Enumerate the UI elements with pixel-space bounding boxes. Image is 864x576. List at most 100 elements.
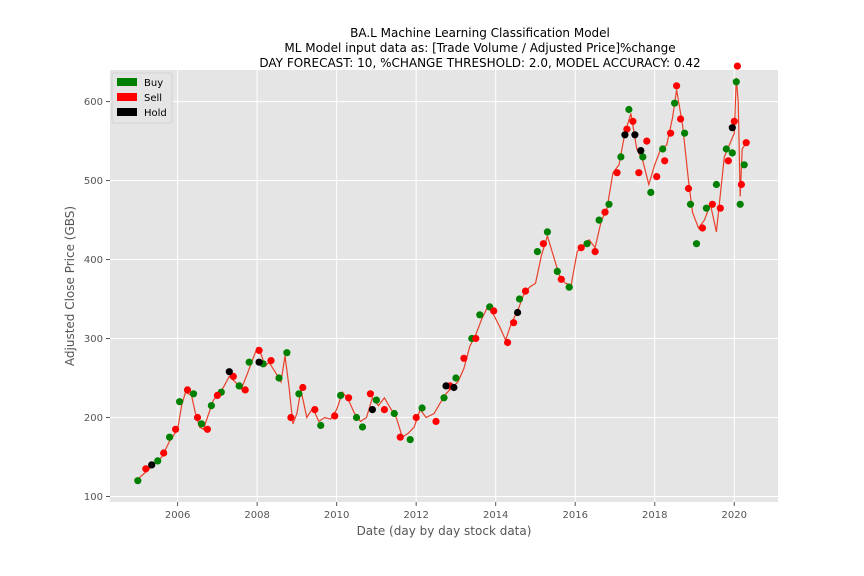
sell-point xyxy=(396,433,404,441)
buy-point xyxy=(565,283,573,291)
buy-point xyxy=(702,204,711,212)
sell-point xyxy=(380,406,388,414)
y-tick-label: 100 xyxy=(84,492,103,503)
legend-label-sell: Sell xyxy=(144,93,162,104)
y-tick-label: 600 xyxy=(84,97,103,108)
buy-point xyxy=(728,149,736,157)
legend-swatch-sell xyxy=(117,93,137,101)
sell-point xyxy=(539,240,548,248)
sell-point xyxy=(142,465,150,473)
sell-point xyxy=(684,184,693,193)
buy-point xyxy=(659,145,667,153)
legend-label-hold: Hold xyxy=(144,108,167,119)
buy-point xyxy=(406,436,414,444)
buy-point xyxy=(722,145,730,153)
sell-point xyxy=(267,357,275,365)
hold-point xyxy=(442,382,450,390)
legend-swatch-hold xyxy=(117,108,137,116)
sell-point xyxy=(635,169,643,177)
sell-point xyxy=(287,413,295,422)
x-tick-label: 2010 xyxy=(324,510,349,521)
sell-point xyxy=(653,173,661,181)
buy-point xyxy=(740,161,748,169)
sell-point xyxy=(730,117,738,125)
legend: Buy Sell Hold xyxy=(111,72,173,124)
y-tick-label: 300 xyxy=(84,334,103,345)
buy-point xyxy=(352,413,361,422)
buy-point xyxy=(476,311,484,319)
sell-point xyxy=(509,319,518,327)
buy-point xyxy=(176,398,184,406)
legend-label-buy: Buy xyxy=(144,78,163,89)
legend-swatch-buy xyxy=(117,78,137,86)
buy-point xyxy=(245,358,253,366)
sell-point xyxy=(742,139,750,147)
sell-point xyxy=(677,115,685,123)
sell-point xyxy=(472,334,480,343)
buy-point xyxy=(283,349,291,357)
sell-point xyxy=(673,82,681,90)
sell-point xyxy=(667,129,675,137)
hold-point xyxy=(728,124,736,132)
sell-point xyxy=(255,346,263,354)
x-tick-label: 2014 xyxy=(483,510,508,521)
buy-point xyxy=(553,267,561,275)
x-axis: 2006 2008 2010 2012 2014 2016 2018 2020 xyxy=(165,502,747,521)
buy-point xyxy=(692,240,701,248)
chart-title: BA.L Machine Learning Classification Mod… xyxy=(259,26,700,70)
buy-point xyxy=(605,200,613,208)
y-axis-label: Adjusted Close Price (GBS) xyxy=(63,206,77,366)
hold-point xyxy=(514,308,522,317)
x-tick-label: 2006 xyxy=(165,510,190,521)
buy-point xyxy=(390,409,398,418)
hold-point xyxy=(225,368,233,376)
buy-point xyxy=(533,248,542,256)
sell-point xyxy=(432,417,440,425)
sell-point xyxy=(311,406,319,414)
sell-point xyxy=(521,287,530,295)
sell-point xyxy=(577,244,585,252)
hold-point xyxy=(368,406,376,414)
buy-point xyxy=(647,188,655,196)
sell-point xyxy=(557,275,565,283)
sell-point xyxy=(733,62,742,70)
hold-point xyxy=(621,131,629,139)
buy-point xyxy=(515,295,524,303)
sell-point xyxy=(213,391,221,399)
title-line-1: BA.L Machine Learning Classification Mod… xyxy=(350,26,610,40)
y-tick-label: 200 xyxy=(84,413,103,424)
sell-point xyxy=(183,386,192,394)
sell-point xyxy=(203,425,211,433)
buy-point xyxy=(712,180,721,189)
sell-point xyxy=(193,413,202,422)
buy-point xyxy=(154,457,162,465)
title-line-2: ML Model input data as: [Trade Volume / … xyxy=(284,41,675,55)
buy-point xyxy=(639,153,647,161)
hold-point xyxy=(148,461,156,469)
x-tick-label: 2018 xyxy=(642,510,667,521)
sell-point xyxy=(643,137,651,145)
hold-point xyxy=(631,131,639,139)
sell-point xyxy=(299,383,307,392)
sell-point xyxy=(241,386,249,394)
sell-point xyxy=(172,425,180,433)
buy-point xyxy=(372,396,380,404)
buy-point xyxy=(189,390,198,398)
sell-point xyxy=(623,125,631,133)
buy-point xyxy=(207,402,215,410)
buy-point xyxy=(543,228,552,236)
grid xyxy=(110,70,778,502)
y-axis: 100 200 300 400 500 600 xyxy=(84,97,110,503)
sell-point xyxy=(661,157,669,165)
sell-point xyxy=(724,157,732,165)
sell-point xyxy=(504,338,512,347)
sell-point xyxy=(366,390,374,398)
hold-point xyxy=(637,147,645,155)
buy-point xyxy=(736,200,744,208)
buy-point xyxy=(295,390,303,398)
buy-point xyxy=(671,99,679,107)
sell-point xyxy=(412,413,420,422)
buy-point xyxy=(317,421,325,429)
buy-point xyxy=(275,374,283,382)
sell-point xyxy=(698,224,707,232)
